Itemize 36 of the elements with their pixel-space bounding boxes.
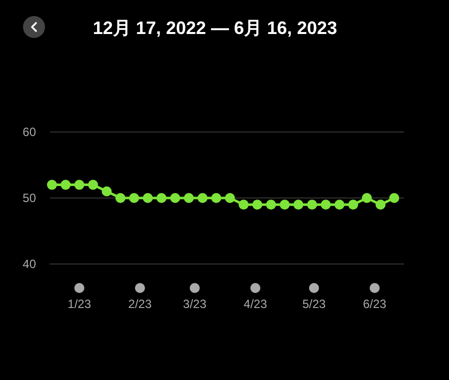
point: [211, 193, 222, 203]
point: [129, 193, 140, 203]
point: [156, 193, 166, 203]
point: [198, 193, 208, 203]
x-tick-label: 5/23: [302, 297, 326, 311]
y-tick-label: 40: [22, 257, 36, 271]
point: [102, 186, 112, 196]
point: [252, 200, 262, 210]
x-tick-label: 3/23: [183, 297, 207, 311]
point: [74, 180, 84, 190]
point: [389, 193, 400, 203]
point: [88, 180, 98, 190]
point: [46, 180, 57, 190]
point: [184, 193, 194, 203]
point: [348, 200, 358, 210]
x-tick-label: 2/23: [128, 297, 152, 311]
point: [60, 180, 71, 190]
point: [307, 200, 318, 210]
point: [320, 200, 331, 210]
point: [293, 200, 304, 210]
point: [280, 200, 290, 210]
y-tick-label: 60: [22, 125, 36, 139]
x-tick-label: 4/23: [244, 297, 268, 311]
point: [115, 193, 126, 203]
chart-title: 12月 17, 2022 — 6月 16, 2023: [92, 18, 338, 38]
y-tick-label: 50: [22, 191, 36, 205]
point: [142, 193, 153, 203]
point: [334, 200, 344, 210]
point: [266, 200, 276, 210]
point: [238, 200, 249, 210]
point: [376, 200, 386, 210]
x-tick-label: 6/23: [362, 297, 387, 311]
x-tick-label: 1/23: [68, 297, 92, 311]
point: [170, 193, 180, 203]
point: [224, 193, 235, 203]
point: [362, 193, 372, 203]
